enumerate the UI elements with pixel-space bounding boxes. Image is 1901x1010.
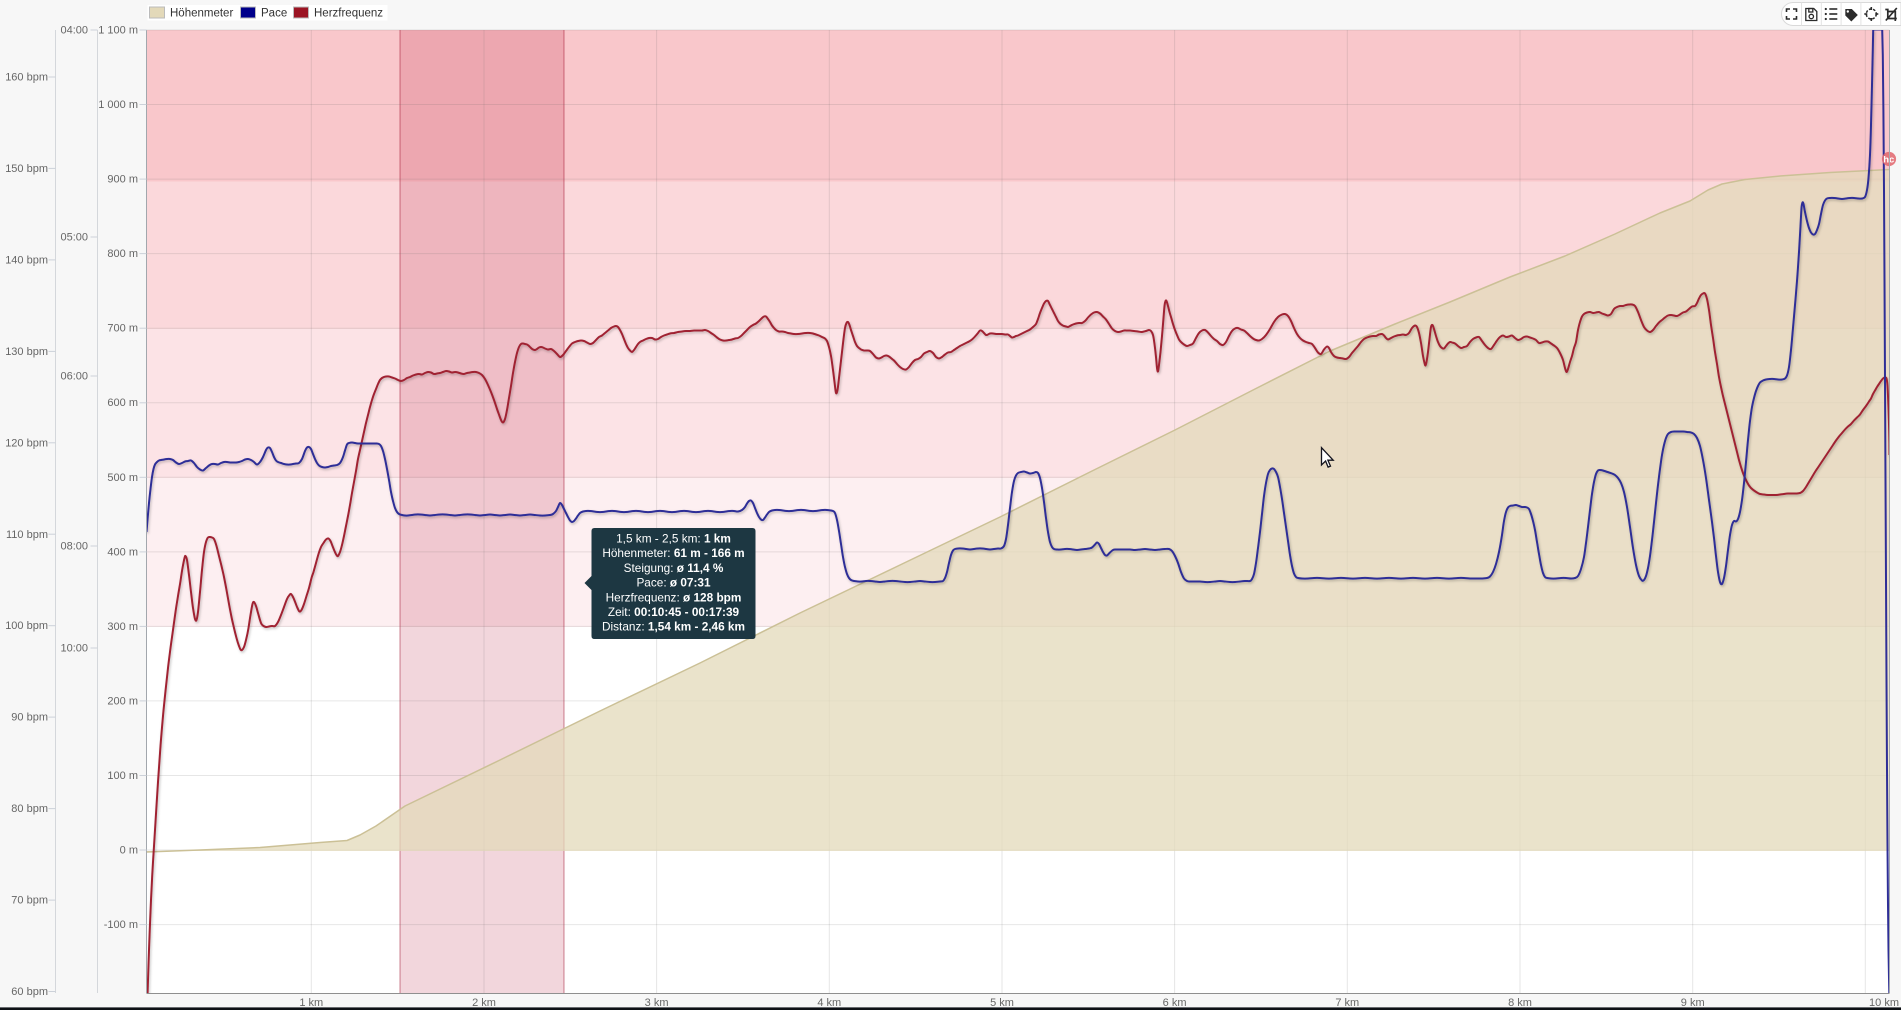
svg-text:800 m: 800 m bbox=[107, 248, 138, 260]
svg-text:Steigung: ø 11,4 %: Steigung: ø 11,4 % bbox=[624, 561, 724, 575]
svg-text:90 bpm: 90 bpm bbox=[11, 712, 48, 724]
svg-text:Höhenmeter: 61 m - 166 m: Höhenmeter: 61 m - 166 m bbox=[602, 546, 744, 560]
svg-text:700 m: 700 m bbox=[107, 323, 138, 335]
svg-text:5 km: 5 km bbox=[990, 997, 1014, 1009]
svg-text:0 m: 0 m bbox=[120, 845, 138, 857]
svg-text:60 bpm: 60 bpm bbox=[11, 986, 48, 998]
svg-text:200 m: 200 m bbox=[107, 695, 138, 707]
svg-text:2 km: 2 km bbox=[472, 997, 496, 1009]
svg-text:10:00: 10:00 bbox=[60, 643, 88, 655]
svg-text:160 bpm: 160 bpm bbox=[5, 72, 48, 84]
svg-text:Höhenmeter: Höhenmeter bbox=[170, 8, 233, 20]
svg-text:Distanz: 1,54 km - 2,46 km: Distanz: 1,54 km - 2,46 km bbox=[602, 620, 745, 634]
svg-text:hc: hc bbox=[1883, 155, 1894, 166]
svg-text:120 bpm: 120 bpm bbox=[5, 437, 48, 449]
svg-text:Herzfrequenz: ø 128 bpm: Herzfrequenz: ø 128 bpm bbox=[606, 590, 742, 604]
svg-text:1 km: 1 km bbox=[299, 997, 323, 1009]
svg-text:Pace: ø 07:31: Pace: ø 07:31 bbox=[636, 576, 711, 590]
svg-text:1 100 m: 1 100 m bbox=[98, 25, 138, 37]
svg-text:08:00: 08:00 bbox=[60, 541, 88, 553]
svg-text:140 bpm: 140 bpm bbox=[5, 254, 48, 266]
svg-text:400 m: 400 m bbox=[107, 546, 138, 558]
svg-text:Pace: Pace bbox=[261, 8, 287, 20]
svg-text:150 bpm: 150 bpm bbox=[5, 163, 48, 175]
svg-text:100 bpm: 100 bpm bbox=[5, 620, 48, 632]
svg-text:130 bpm: 130 bpm bbox=[5, 346, 48, 358]
svg-text:Zeit: 00:10:45 - 00:17:39: Zeit: 00:10:45 - 00:17:39 bbox=[608, 605, 740, 619]
svg-text:110 bpm: 110 bpm bbox=[6, 529, 48, 541]
svg-text:70 bpm: 70 bpm bbox=[11, 895, 48, 907]
svg-text:1,5 km - 2,5 km: 1 km: 1,5 km - 2,5 km: 1 km bbox=[616, 532, 731, 546]
svg-text:1 000 m: 1 000 m bbox=[98, 99, 138, 111]
svg-text:9 km: 9 km bbox=[1681, 997, 1705, 1009]
svg-text:04:00: 04:00 bbox=[60, 25, 88, 37]
svg-text:300 m: 300 m bbox=[107, 621, 138, 633]
svg-text:80 bpm: 80 bpm bbox=[11, 803, 48, 815]
svg-text:900 m: 900 m bbox=[107, 174, 138, 186]
svg-text:600 m: 600 m bbox=[107, 397, 138, 409]
svg-text:6 km: 6 km bbox=[1163, 997, 1187, 1009]
svg-text:06:00: 06:00 bbox=[60, 371, 88, 383]
svg-text:Herzfrequenz: Herzfrequenz bbox=[314, 8, 383, 20]
svg-text:4 km: 4 km bbox=[817, 997, 841, 1009]
svg-text:8 km: 8 km bbox=[1508, 997, 1532, 1009]
svg-text:100 m: 100 m bbox=[107, 770, 138, 782]
svg-text:7 km: 7 km bbox=[1335, 997, 1359, 1009]
svg-text:500 m: 500 m bbox=[107, 472, 138, 484]
svg-text:10 km: 10 km bbox=[1869, 997, 1899, 1009]
svg-text:-100 m: -100 m bbox=[104, 919, 138, 931]
svg-text:05:00: 05:00 bbox=[60, 232, 88, 244]
svg-text:3 km: 3 km bbox=[645, 997, 669, 1009]
